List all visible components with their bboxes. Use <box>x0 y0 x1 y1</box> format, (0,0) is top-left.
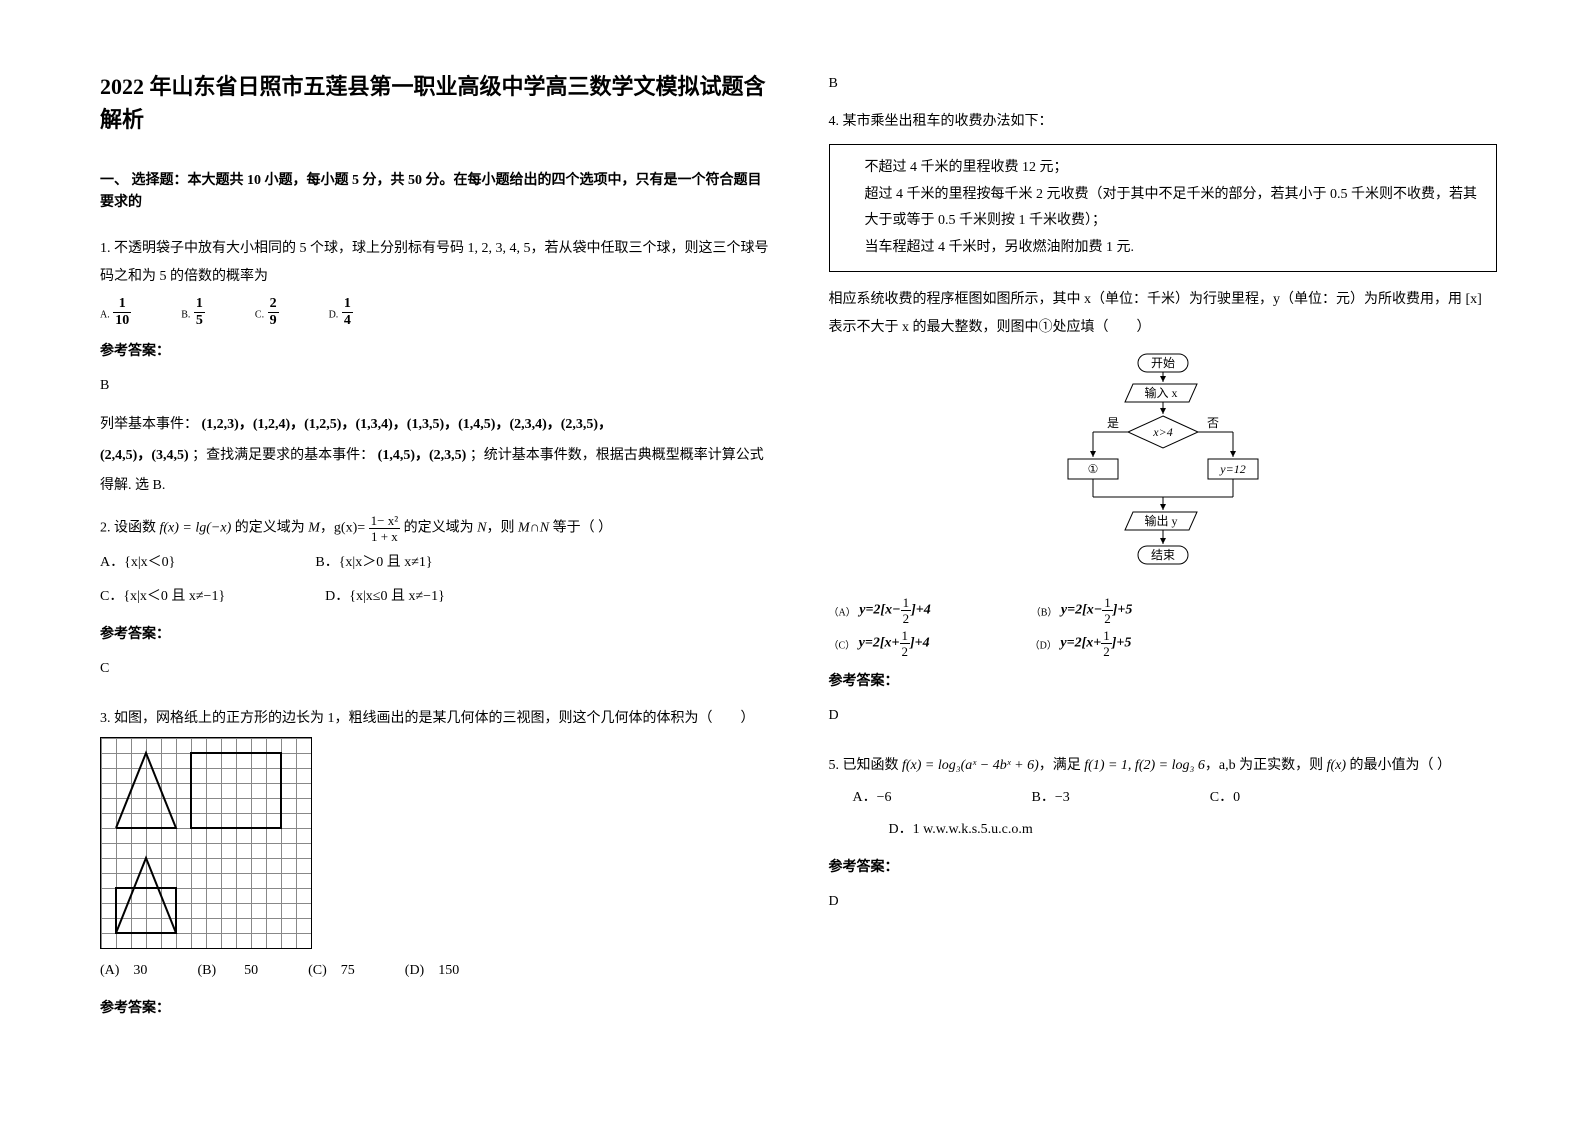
q2-optC: C．{x|x＜0 且 x≠−1} <box>100 583 225 611</box>
flow-no-label: 否 <box>1207 416 1219 430</box>
q4-text2: 相应系统收费的程序框图如图所示，其中 x（单位：千米）为行驶里程，y（单位：元）… <box>829 286 1498 342</box>
flow-box1: ① <box>1087 462 1098 476</box>
flow-output: 输出 y <box>1144 513 1177 528</box>
q5-answer: D <box>829 888 1498 916</box>
q5-optB: B．−3 <box>1032 784 1070 812</box>
q2-answer-label: 参考答案： <box>100 621 769 649</box>
q2-text: 2. 设函数 f(x) = lg(−x) 的定义域为 M，g(x)= 1− x²… <box>100 514 769 543</box>
three-view-grid <box>100 737 312 949</box>
q4-rule2: 超过 4 千米的里程按每千米 2 元收费（对于其中不足千米的部分，若其小于 0.… <box>865 182 1483 235</box>
q1-answer-label: 参考答案： <box>100 338 769 366</box>
q4-optD: （D） y=2[x+12]+5 <box>1030 629 1132 658</box>
q5-options-row2: D．1 w.w.w.k.s.5.u.c.o.m <box>889 816 1498 844</box>
fraction-icon: 15 <box>194 297 205 328</box>
fraction-icon: 110 <box>113 297 131 328</box>
flow-cond: x>4 <box>1152 425 1172 439</box>
q5-answer-label: 参考答案： <box>829 854 1498 882</box>
question-2: 2. 设函数 f(x) = lg(−x) 的定义域为 M，g(x)= 1− x²… <box>100 514 769 693</box>
fraction-icon: 29 <box>268 297 279 328</box>
question-3: 3. 如图，网格纸上的正方形的边长为 1，粗线画出的是某几何体的三视图，则这个几… <box>100 705 769 1029</box>
title: 2022 年山东省日照市五莲县第一职业高级中学高三数学文模拟试题含解析 <box>100 70 769 136</box>
q3-optB: (B) 50 <box>197 957 258 985</box>
q4-rules-box: 不超过 4 千米的里程收费 12 元； 超过 4 千米的里程按每千米 2 元收费… <box>829 144 1498 272</box>
q4-optA: （A） y=2[x−12]+4 <box>829 596 931 625</box>
three-view-svg <box>101 738 311 948</box>
q4-options-row1: （A） y=2[x−12]+4 （B） y=2[x−12]+5 <box>829 596 1498 625</box>
left-column: 2022 年山东省日照市五莲县第一职业高级中学高三数学文模拟试题含解析 一、 选… <box>100 70 769 1082</box>
q2-optB: B．{x|x＞0 且 x≠1} <box>315 549 432 577</box>
q5-optC: C．0 <box>1210 784 1240 812</box>
section1-heading: 一、 选择题：本大题共 10 小题，每小题 5 分，共 50 分。在每小题给出的… <box>100 170 769 215</box>
fraction-icon: 1− x²1 + x <box>369 514 400 543</box>
q1-optD: D. 14 <box>329 297 353 328</box>
question-4: 4. 某市乘坐出租车的收费办法如下： 不超过 4 千米的里程收费 12 元； 超… <box>829 108 1498 740</box>
q3-optD: (D) 150 <box>405 957 459 985</box>
q2-options-row1: A．{x|x＜0} B．{x|x＞0 且 x≠1} <box>100 549 769 577</box>
flowchart: 开始 输入 x x>4 是 ① 否 y=12 <box>1013 352 1313 582</box>
q5-text: 5. 已知函数 f(x) = log₃(aˣ − 4bˣ + 6)，满足 f(1… <box>829 752 1498 780</box>
q3-text: 3. 如图，网格纸上的正方形的边长为 1，粗线画出的是某几何体的三视图，则这个几… <box>100 705 769 733</box>
q4-optC: （C） y=2[x+12]+4 <box>829 629 930 658</box>
q2-options-row2: C．{x|x＜0 且 x≠−1} D．{x|x≤0 且 x≠−1} <box>100 583 769 611</box>
q4-answer-label: 参考答案： <box>829 668 1498 696</box>
q4-text: 4. 某市乘坐出租车的收费办法如下： <box>829 108 1498 136</box>
q4-optB: （B） y=2[x−12]+5 <box>1031 596 1133 625</box>
q4-answer: D <box>829 702 1498 730</box>
q1-answer: B <box>100 372 769 400</box>
q2-optA: A．{x|x＜0} <box>100 549 175 577</box>
q4-rule1: 不超过 4 千米的里程收费 12 元； <box>865 155 1483 182</box>
q3-optA: (A) 30 <box>100 957 147 985</box>
q2-answer: C <box>100 655 769 683</box>
q1-optB: B. 15 <box>181 297 205 328</box>
q1-text: 1. 不透明袋子中放有大小相同的 5 个球，球上分别标有号码 1, 2, 3, … <box>100 235 769 291</box>
right-column: B 4. 某市乘坐出租车的收费办法如下： 不超过 4 千米的里程收费 12 元；… <box>829 70 1498 1082</box>
flow-end: 结束 <box>1151 548 1175 562</box>
q5-optD: D．1 w.w.w.k.s.5.u.c.o.m <box>889 822 1033 837</box>
q3-answer: B <box>829 76 1498 92</box>
q3-answer-label: 参考答案： <box>100 995 769 1023</box>
question-1: 1. 不透明袋子中放有大小相同的 5 个球，球上分别标有号码 1, 2, 3, … <box>100 235 769 502</box>
flow-box2: y=12 <box>1219 462 1245 476</box>
flow-start: 开始 <box>1151 356 1175 370</box>
q3-optC: (C) 75 <box>308 957 355 985</box>
question-5: 5. 已知函数 f(x) = log₃(aˣ − 4bˣ + 6)，满足 f(1… <box>829 752 1498 926</box>
flow-input: 输入 x <box>1144 385 1177 400</box>
q5-options-row1: A．−6 B．−3 C．0 <box>853 784 1498 812</box>
flow-yes-label: 是 <box>1107 416 1119 430</box>
page: 2022 年山东省日照市五莲县第一职业高级中学高三数学文模拟试题含解析 一、 选… <box>0 0 1587 1122</box>
q1-optC: C. 29 <box>255 297 279 328</box>
q1-optA: A. 110 <box>100 297 131 328</box>
q3-options: (A) 30 (B) 50 (C) 75 (D) 150 <box>100 957 769 985</box>
q4-rule3: 当车程超过 4 千米时，另收燃油附加费 1 元. <box>865 235 1483 262</box>
fraction-icon: 14 <box>342 297 353 328</box>
q5-optA: A．−6 <box>853 784 892 812</box>
q2-optD: D．{x|x≤0 且 x≠−1} <box>325 583 445 611</box>
q4-options-row2: （C） y=2[x+12]+4 （D） y=2[x+12]+5 <box>829 629 1498 658</box>
q1-options: A. 110 B. 15 C. 29 D. 14 <box>100 297 769 328</box>
q1-explain: 列举基本事件： (1,2,3)，(1,2,4)，(1,2,5)，(1,3,4)，… <box>100 410 769 502</box>
